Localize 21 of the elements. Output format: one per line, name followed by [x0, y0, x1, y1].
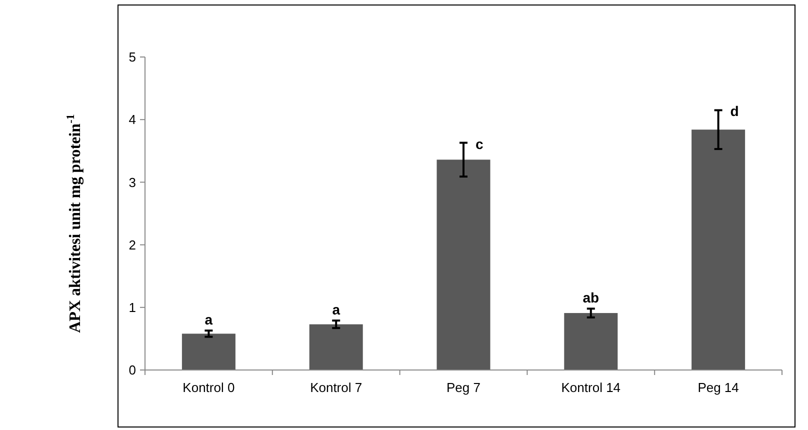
annotation: c — [476, 136, 484, 152]
x-tick-label: Kontrol 0 — [182, 380, 235, 395]
bar — [436, 160, 490, 370]
x-tick-label: Kontrol 14 — [561, 380, 621, 395]
bar — [309, 324, 363, 370]
bar — [564, 313, 618, 370]
y-tick-label: 0 — [128, 362, 136, 378]
annotation: ab — [582, 290, 600, 306]
annotation: d — [730, 103, 739, 120]
annotation: a — [204, 312, 213, 328]
y-tick-label: 5 — [128, 50, 136, 65]
x-tick-label: Peg 14 — [698, 380, 739, 395]
annotation: a — [332, 302, 340, 318]
y-tick-label: 2 — [128, 237, 136, 252]
bar — [182, 334, 236, 370]
y-tick-label: 3 — [128, 174, 136, 190]
x-tick-label: Peg 7 — [446, 380, 480, 395]
y-tick-label: 4 — [128, 112, 136, 128]
bar — [692, 130, 746, 370]
x-tick-label: Kontrol 7 — [310, 380, 362, 395]
y-tick-label: 1 — [128, 300, 136, 315]
